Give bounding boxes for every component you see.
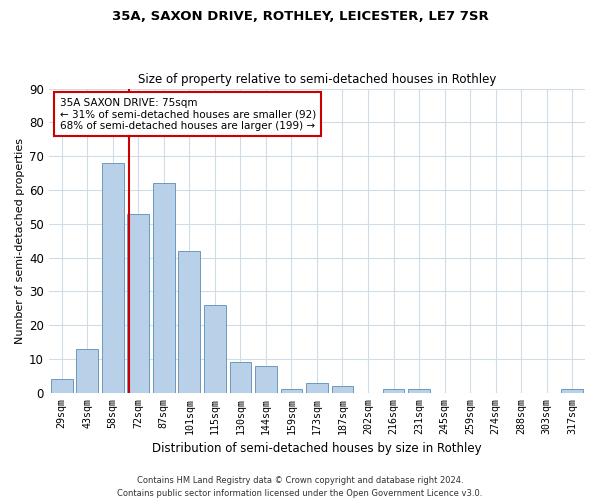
X-axis label: Distribution of semi-detached houses by size in Rothley: Distribution of semi-detached houses by … <box>152 442 482 455</box>
Bar <box>332 386 353 393</box>
Bar <box>562 390 583 393</box>
Bar <box>127 214 149 393</box>
Bar <box>153 183 175 393</box>
Bar <box>51 380 73 393</box>
Bar <box>255 366 277 393</box>
Text: 35A SAXON DRIVE: 75sqm
← 31% of semi-detached houses are smaller (92)
68% of sem: 35A SAXON DRIVE: 75sqm ← 31% of semi-det… <box>59 98 316 131</box>
Bar <box>306 382 328 393</box>
Bar <box>76 349 98 393</box>
Bar <box>408 390 430 393</box>
Bar <box>204 305 226 393</box>
Y-axis label: Number of semi-detached properties: Number of semi-detached properties <box>15 138 25 344</box>
Bar <box>281 390 302 393</box>
Bar <box>230 362 251 393</box>
Bar <box>102 163 124 393</box>
Bar <box>383 390 404 393</box>
Text: 35A, SAXON DRIVE, ROTHLEY, LEICESTER, LE7 7SR: 35A, SAXON DRIVE, ROTHLEY, LEICESTER, LE… <box>112 10 488 23</box>
Text: Contains HM Land Registry data © Crown copyright and database right 2024.
Contai: Contains HM Land Registry data © Crown c… <box>118 476 482 498</box>
Title: Size of property relative to semi-detached houses in Rothley: Size of property relative to semi-detach… <box>138 73 496 86</box>
Bar <box>178 251 200 393</box>
